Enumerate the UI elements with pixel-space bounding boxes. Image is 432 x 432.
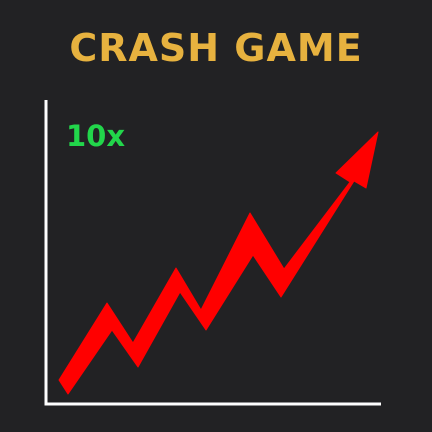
rising-arrow-icon bbox=[59, 132, 378, 394]
multiplier-value: 10x bbox=[66, 118, 125, 154]
